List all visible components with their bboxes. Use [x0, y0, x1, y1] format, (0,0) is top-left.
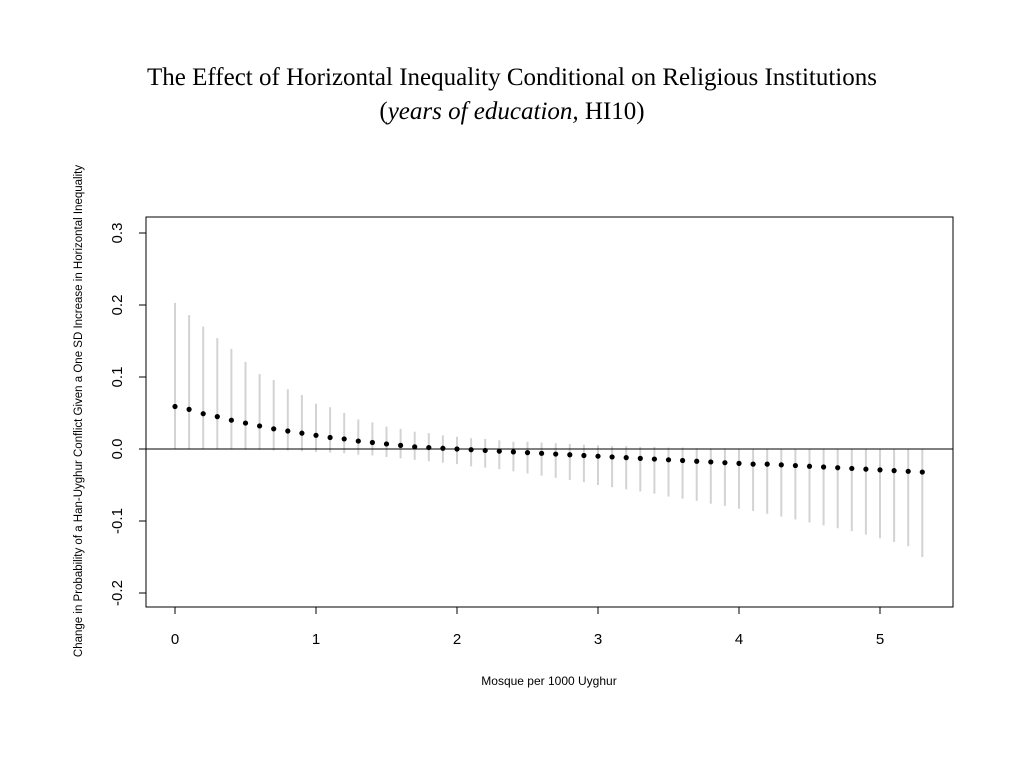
point-estimate: [863, 466, 869, 472]
point-estimate: [609, 454, 615, 460]
point-estimate: [581, 452, 587, 459]
confidence-intervals: [174, 302, 924, 557]
subtitle-italic-part: years of education,: [387, 98, 579, 125]
point-estimate: [398, 442, 404, 448]
subtitle-open-paren: (: [379, 98, 388, 125]
chart-title: The Effect of Horizontal Inequality Cond…: [147, 64, 877, 91]
x-tick-label: 0: [171, 631, 179, 648]
point-estimate: [792, 462, 799, 469]
point-estimate: [778, 462, 784, 468]
point-estimate: [285, 428, 291, 434]
x-axis: 0 1 2 3 4 5: [171, 606, 884, 648]
point-estimate: [694, 458, 700, 464]
point-estimate: [651, 456, 658, 462]
point-estimate: [736, 460, 742, 466]
x-tick-label: 1: [312, 631, 320, 648]
point-estimate: [806, 463, 813, 469]
point-estimates: [172, 403, 925, 475]
point-estimate: [722, 460, 728, 466]
point-estimate: [313, 432, 319, 438]
point-estimate: [242, 420, 249, 426]
point-estimate: [539, 450, 545, 456]
plot-frame: [145, 216, 954, 608]
point-estimate: [369, 439, 375, 446]
y-tick-label: -0.1: [109, 508, 126, 534]
point-estimate: [680, 457, 686, 464]
point-estimate: [299, 430, 305, 436]
point-estimate: [891, 468, 897, 474]
point-estimate: [327, 434, 333, 441]
subtitle-normal-part: HI10): [578, 98, 645, 125]
point-estimate: [623, 455, 629, 461]
point-estimate: [214, 414, 220, 420]
point-estimate: [524, 450, 531, 456]
y-tick-label: 0.1: [109, 367, 126, 388]
point-estimate: [821, 464, 827, 470]
y-axis: -0.2 -0.1 0.0 0.1 0.2 0.3: [109, 223, 147, 606]
point-estimate: [567, 452, 573, 458]
point-estimate: [341, 436, 347, 442]
point-estimate: [468, 447, 474, 453]
point-estimate: [553, 451, 559, 457]
x-tick-label: 5: [876, 631, 884, 648]
point-estimate: [228, 417, 234, 423]
point-estimate: [665, 457, 672, 463]
y-tick-label: -0.2: [109, 580, 126, 606]
x-tick-label: 4: [735, 631, 743, 648]
point-estimate: [877, 467, 883, 473]
y-axis-label: Change in Probability of a Han-Uyghur Co…: [73, 165, 85, 657]
point-estimate: [835, 465, 841, 471]
point-estimate: [510, 449, 516, 455]
point-estimate: [186, 406, 192, 412]
x-tick-label: 2: [453, 631, 461, 648]
point-estimate: [426, 444, 432, 451]
chart-subtitle: (years of education, HI10): [0, 98, 1024, 126]
point-estimate: [595, 453, 601, 459]
point-estimate: [383, 441, 390, 447]
point-estimate: [257, 423, 263, 429]
point-estimate: [355, 438, 361, 444]
point-estimate: [172, 403, 178, 410]
point-estimate: [905, 468, 911, 474]
point-estimate: [750, 461, 756, 467]
point-estimate: [454, 446, 460, 452]
x-tick-label: 3: [594, 631, 602, 648]
point-estimate: [440, 445, 446, 451]
point-estimate: [271, 426, 277, 432]
point-estimate: [764, 461, 770, 467]
point-estimate: [496, 448, 502, 454]
y-tick-label: 0.0: [109, 439, 126, 460]
point-estimate: [708, 459, 714, 465]
point-estimate: [412, 444, 418, 450]
point-estimate: [849, 465, 855, 472]
x-axis-label: Mosque per 1000 Uyghur: [481, 674, 616, 688]
point-estimate: [637, 455, 643, 461]
y-tick-label: 0.3: [109, 223, 126, 244]
point-estimate: [482, 447, 488, 454]
y-tick-label: 0.2: [109, 295, 126, 316]
point-estimate: [200, 411, 206, 417]
point-estimate: [919, 469, 925, 475]
